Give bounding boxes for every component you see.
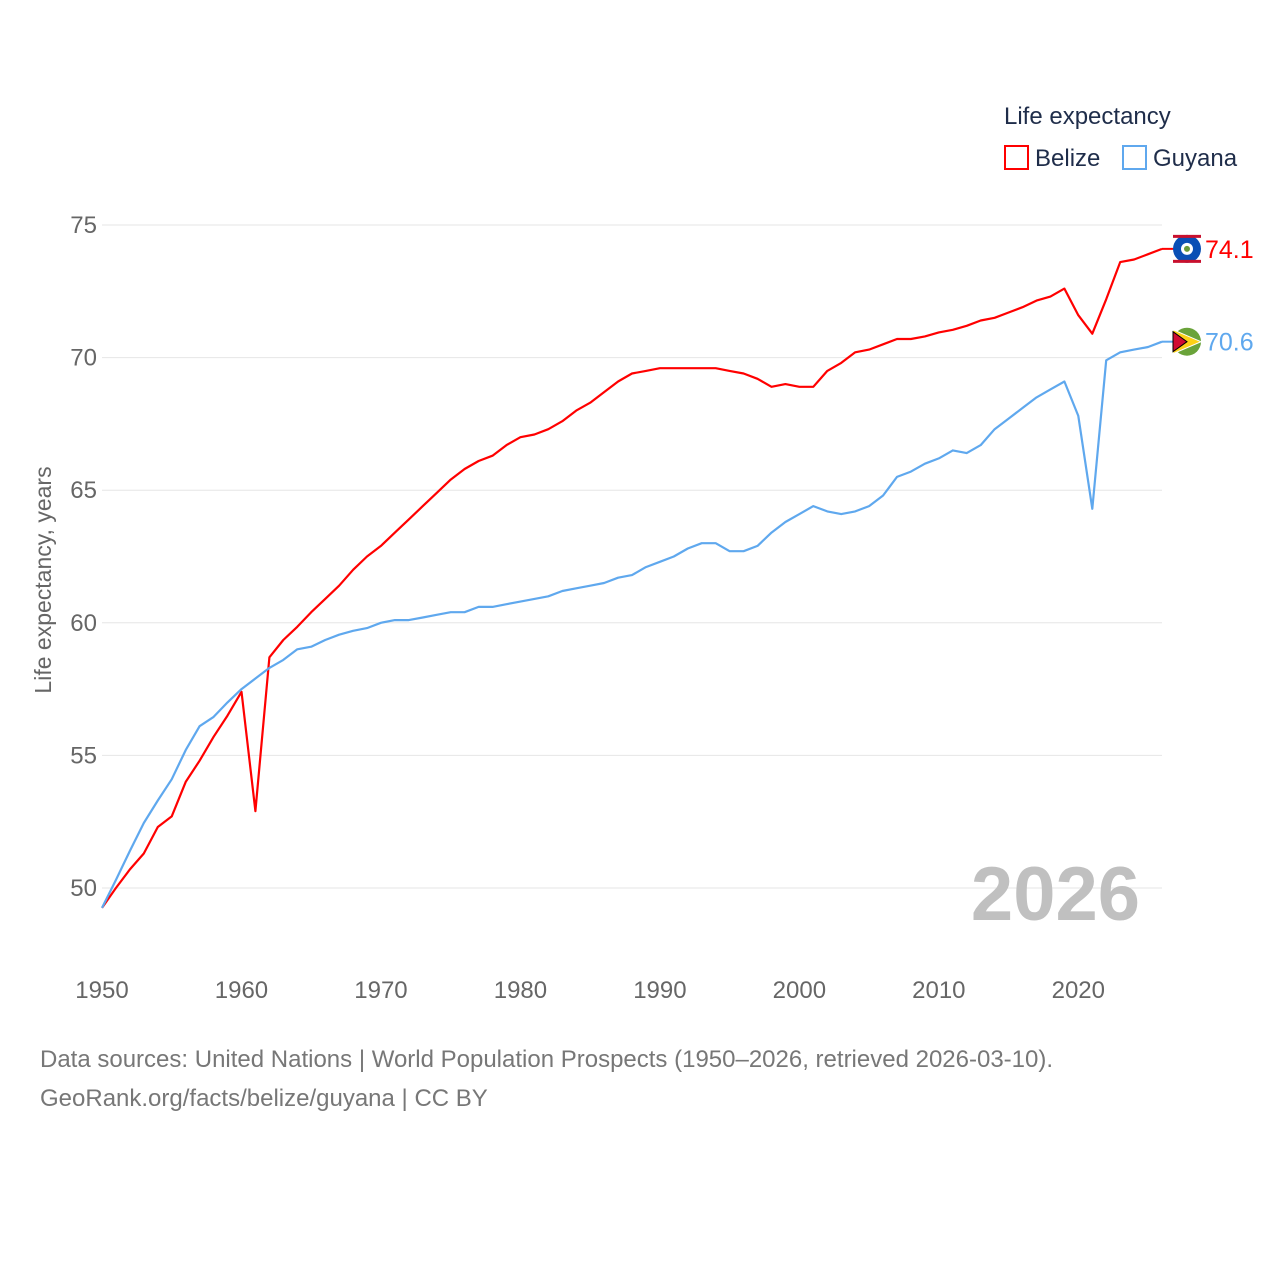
legend: Life expectancy Belize Guyana bbox=[1004, 103, 1238, 172]
legend-swatch-belize bbox=[1004, 145, 1029, 170]
y-tick-label: 65 bbox=[70, 477, 97, 504]
x-tick-label: 1980 bbox=[494, 977, 547, 1004]
x-tick-label: 1990 bbox=[633, 977, 686, 1004]
end-value-label: 74.1 bbox=[1205, 236, 1254, 264]
x-tick-label: 1960 bbox=[215, 977, 268, 1004]
year-watermark: 2026 bbox=[971, 852, 1140, 937]
x-axis-ticks: 1950 1960 1970 1980 1990 2000 2010 2020 bbox=[75, 977, 1105, 1004]
flag-stripe bbox=[1173, 234, 1201, 238]
end-labels: 74.1 70.6 bbox=[1162, 234, 1254, 357]
guyana-flag-icon bbox=[1172, 327, 1203, 356]
series-line-guyana bbox=[101, 340, 1163, 909]
series-lines bbox=[101, 247, 1163, 909]
x-tick-label: 2020 bbox=[1052, 977, 1105, 1004]
y-tick-label: 55 bbox=[70, 742, 97, 769]
legend-label-guyana: Guyana bbox=[1153, 145, 1238, 172]
legend-title: Life expectancy bbox=[1004, 103, 1171, 130]
belize-flag-icon bbox=[1173, 234, 1201, 263]
flag-emblem-center bbox=[1184, 245, 1190, 252]
y-tick-label: 75 bbox=[70, 212, 97, 239]
gridlines bbox=[102, 224, 1162, 889]
end-value-label: 70.6 bbox=[1205, 329, 1254, 357]
y-tick-label: 70 bbox=[70, 345, 97, 372]
x-tick-label: 2000 bbox=[773, 977, 826, 1004]
series-line-belize bbox=[101, 247, 1163, 909]
x-tick-label: 2010 bbox=[912, 977, 965, 1004]
legend-item-guyana[interactable]: Guyana bbox=[1122, 145, 1238, 172]
legend-swatch-guyana bbox=[1122, 145, 1147, 170]
legend-item-belize[interactable]: Belize bbox=[1004, 145, 1100, 172]
data-sources-note: Data sources: United Nations | World Pop… bbox=[40, 1046, 1054, 1073]
flag-stripe bbox=[1173, 259, 1201, 263]
legend-label-belize: Belize bbox=[1035, 145, 1100, 172]
y-axis-label: Life expectancy, years bbox=[30, 466, 56, 693]
x-tick-label: 1970 bbox=[354, 977, 407, 1004]
y-tick-label: 60 bbox=[70, 610, 97, 637]
flag-red-triangle bbox=[1172, 330, 1188, 353]
attribution-link[interactable]: GeoRank.org/facts/belize/guyana | CC BY bbox=[40, 1085, 488, 1112]
x-tick-label: 1950 bbox=[75, 977, 128, 1004]
y-axis-ticks: 50 55 60 65 70 75 bbox=[70, 212, 97, 902]
y-tick-label: 50 bbox=[70, 875, 97, 902]
